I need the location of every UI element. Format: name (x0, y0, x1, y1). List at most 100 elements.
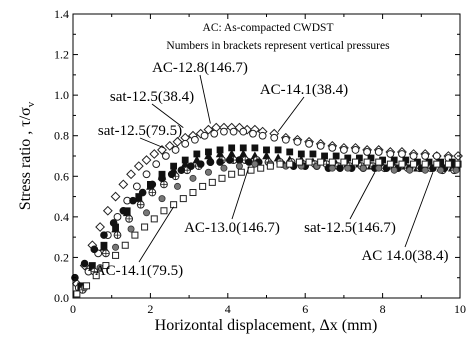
data-point (127, 225, 135, 233)
annotation-leader (349, 172, 376, 220)
data-point (363, 148, 372, 156)
data-point (118, 179, 129, 190)
data-point (332, 152, 340, 160)
data-point (344, 164, 352, 172)
y-tick-label: 0.4 (54, 210, 69, 224)
y-tick-label: 0.2 (54, 250, 69, 264)
annotation-label: sat-12.5(79.5) (98, 123, 182, 139)
data-point (359, 164, 367, 172)
data-point (102, 205, 113, 216)
data-point (375, 164, 383, 172)
data-point (158, 174, 166, 183)
data-point (100, 231, 108, 239)
data-point (142, 170, 151, 179)
y-tick-label: 1.0 (54, 88, 69, 102)
x-tick-label: 8 (380, 302, 386, 316)
data-point (172, 136, 183, 147)
data-point (216, 158, 224, 166)
data-point (352, 158, 360, 166)
data-point (173, 182, 181, 190)
data-point (228, 170, 236, 178)
annotation-leader (277, 96, 305, 132)
data-point (340, 146, 348, 154)
data-point (73, 290, 81, 298)
data-point-cross (125, 215, 133, 223)
y-tick-label: 1.4 (54, 7, 69, 21)
data-point (181, 139, 190, 148)
data-point (328, 158, 336, 166)
annotation-leader (404, 172, 434, 248)
y-tick-label: 1.2 (54, 48, 69, 62)
data-point (317, 158, 325, 166)
data-point (83, 282, 91, 290)
data-point (235, 156, 244, 164)
data-point (229, 127, 238, 136)
y-axis-title: Stress ratio , τ/σv (17, 101, 37, 210)
data-point (112, 251, 120, 259)
data-point (138, 188, 147, 197)
data-point (276, 160, 284, 168)
data-point (196, 160, 205, 168)
data-point (336, 164, 344, 172)
data-point (203, 124, 214, 135)
data-point (270, 133, 279, 142)
data-point (444, 160, 452, 168)
data-point (90, 245, 99, 254)
data-point (148, 180, 157, 189)
data-point (102, 262, 110, 270)
data-point (235, 162, 243, 170)
note-line-1: AC: As-compacted CWDST (203, 22, 334, 34)
data-point (375, 158, 383, 166)
data-point (143, 209, 151, 217)
data-point (257, 164, 265, 172)
data-point (141, 223, 149, 231)
data-point (406, 166, 414, 174)
data-point-cross (148, 189, 156, 196)
data-point (220, 127, 228, 136)
data-point (433, 160, 441, 168)
data-point (421, 160, 429, 168)
data-point-cross (160, 181, 168, 188)
data-point (237, 168, 245, 176)
annotation-label: AC 14.0(38.4) (361, 248, 448, 264)
data-point (149, 149, 160, 159)
data-point (210, 129, 219, 138)
annotation-leader (199, 74, 211, 124)
data-point (421, 152, 430, 160)
data-point-cross (137, 201, 145, 209)
data-point (220, 164, 228, 172)
data-point (129, 196, 137, 205)
annotation-label: AC-13.0(146.7) (184, 220, 280, 236)
annotation-leader (231, 166, 250, 220)
x-axis-title: Horizontal displacement, Δx (mm) (155, 317, 378, 334)
axes: 0 2 4 6 8 10 0.0 0.2 0.4 0.6 0.8 1.0 1.2 1.4 (54, 7, 466, 316)
data-point (258, 131, 267, 140)
data-point (274, 146, 282, 154)
data-point (218, 174, 226, 182)
data-point (92, 272, 100, 280)
data-point (131, 231, 139, 239)
data-point (286, 160, 294, 168)
annotation-label: AC-14.1(38.4) (260, 82, 348, 98)
data-point (286, 148, 294, 156)
data-point (249, 129, 257, 138)
x-tick-label: 2 (147, 302, 153, 316)
data-point (109, 219, 118, 227)
data-point (398, 150, 406, 158)
data-point (132, 182, 141, 191)
data-point (189, 174, 197, 182)
data-point (119, 206, 128, 215)
data-point (110, 191, 121, 202)
data-point (179, 195, 187, 203)
data-point (170, 201, 178, 209)
data-point (452, 166, 460, 174)
data-point (113, 212, 122, 221)
note-line-2: Numbers in brackets represent vertical p… (166, 40, 390, 52)
data-point (225, 156, 234, 164)
annotation-leader (151, 103, 184, 128)
data-point (251, 160, 259, 168)
data-point (133, 161, 144, 172)
data-point (454, 160, 462, 168)
annotation-leader (139, 137, 165, 149)
